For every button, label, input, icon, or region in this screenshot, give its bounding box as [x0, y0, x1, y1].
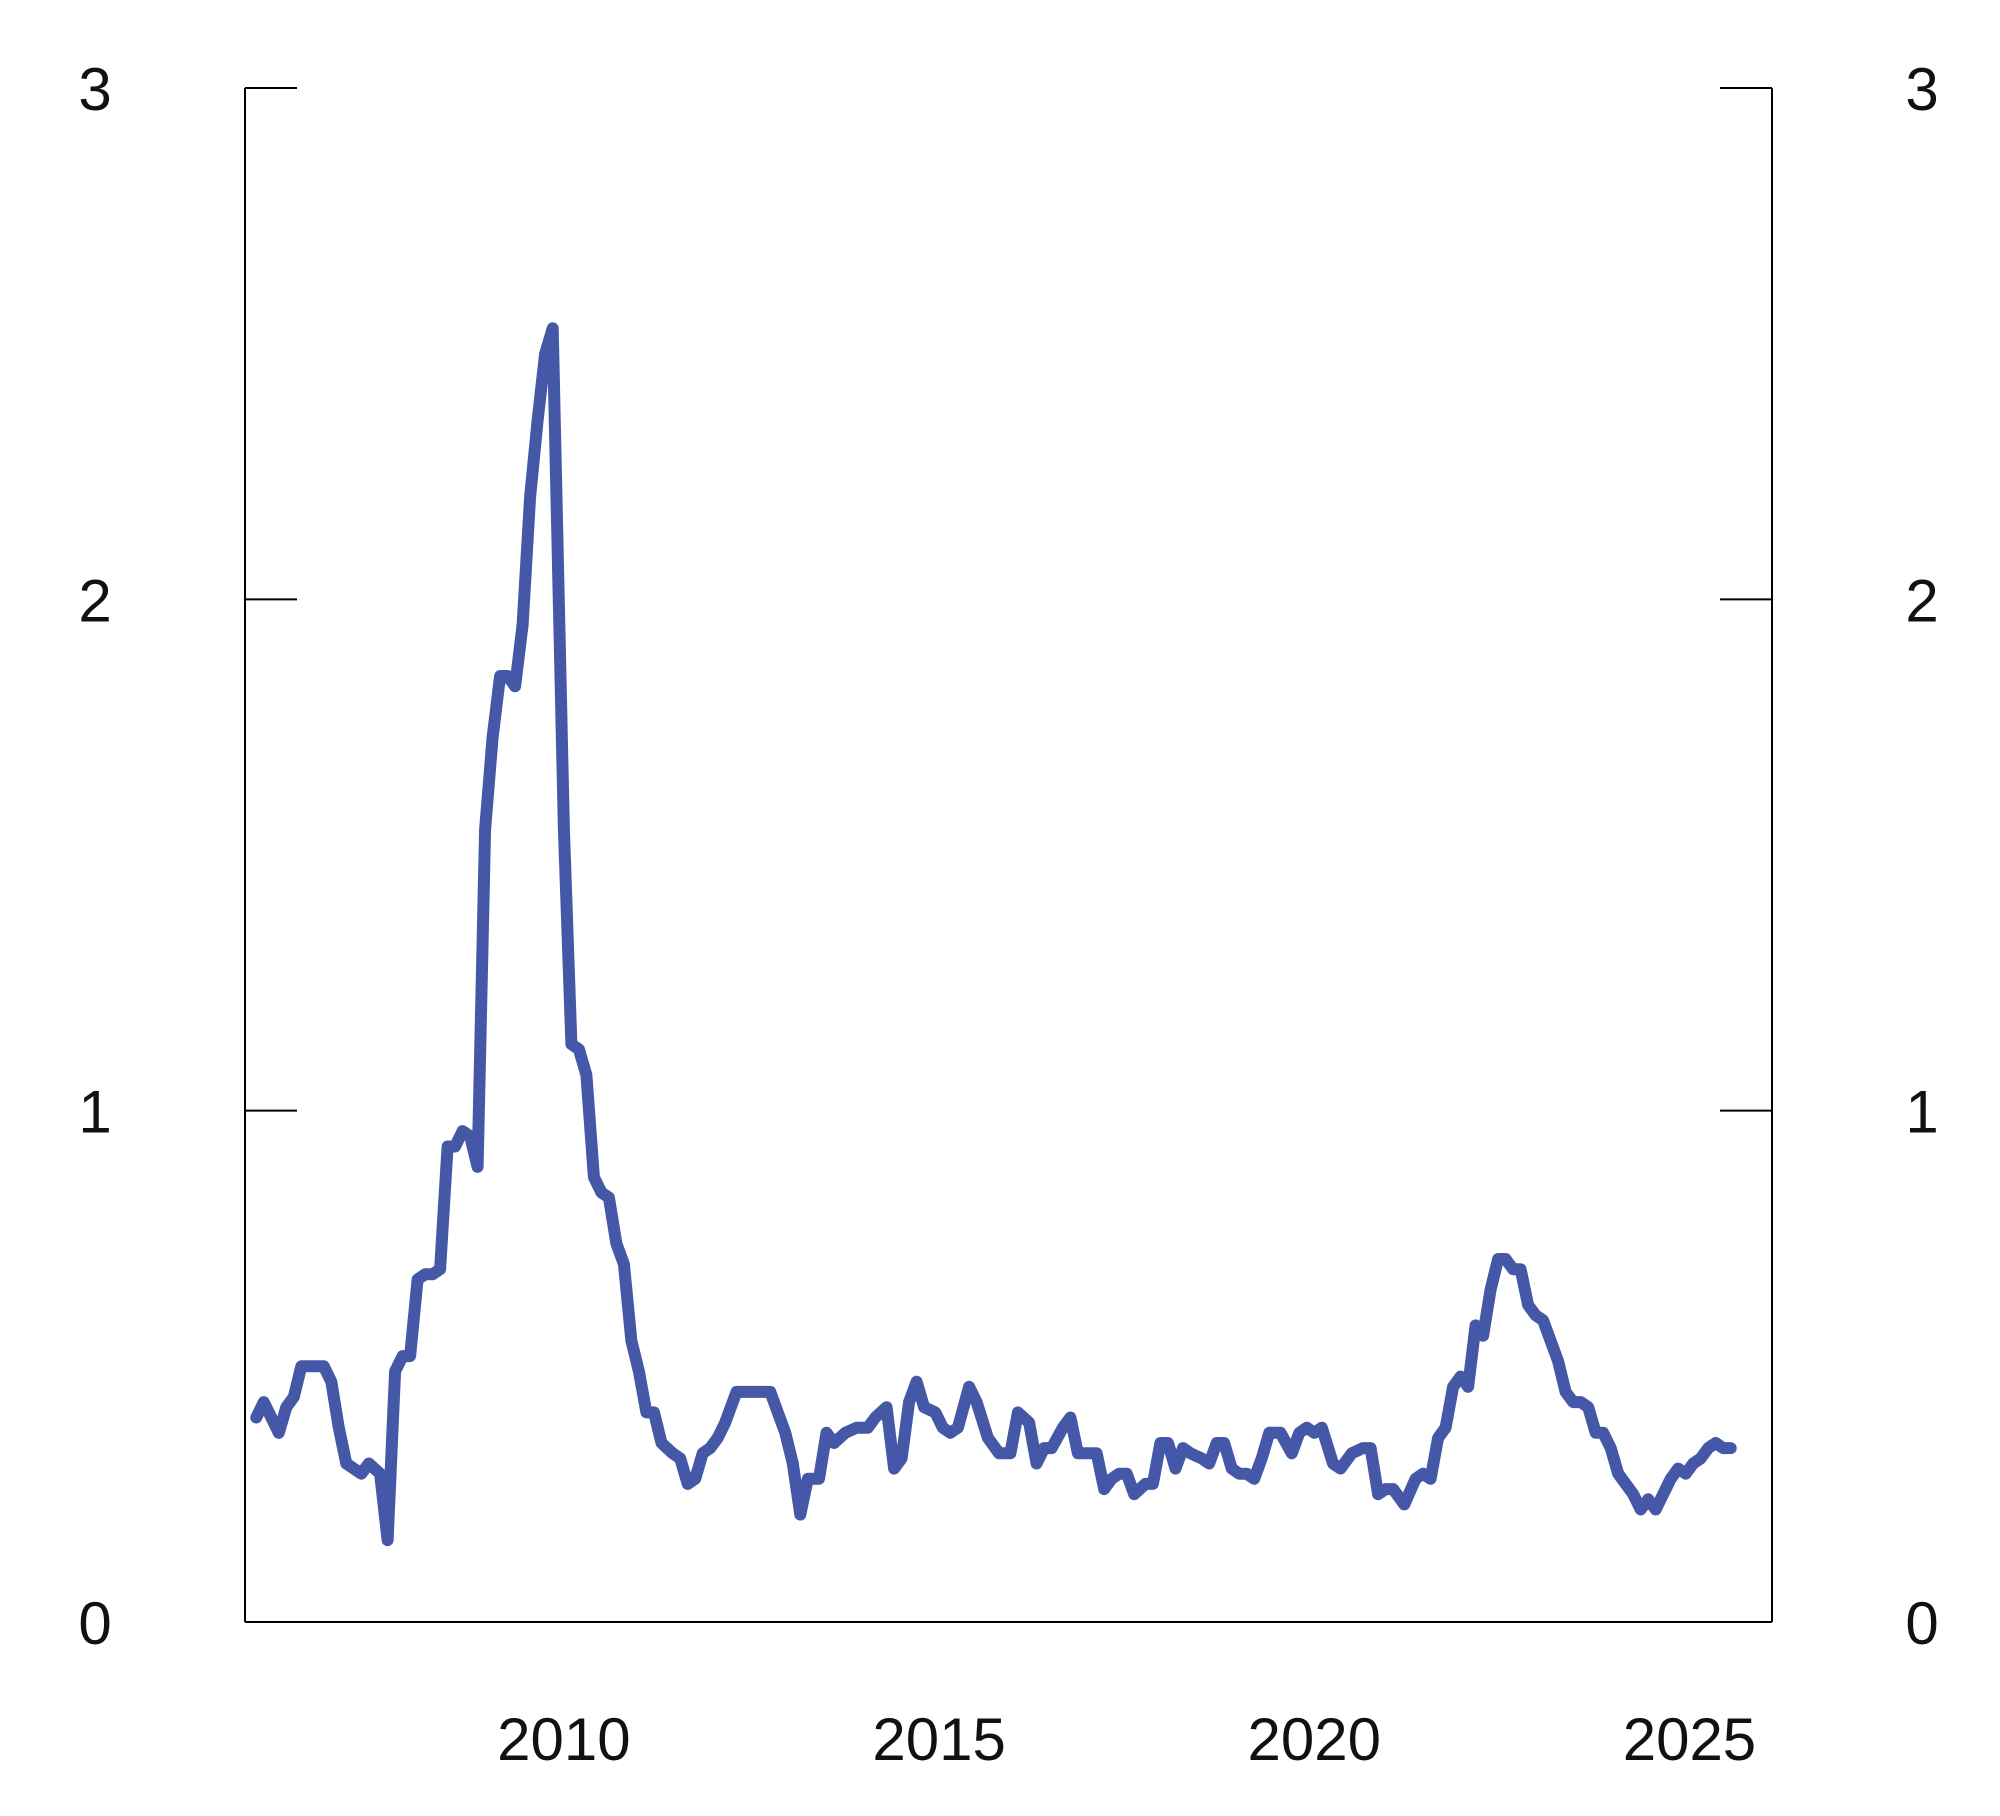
y-tick-label-left: 0: [78, 1590, 111, 1657]
x-tick-label: 2020: [1248, 1706, 1381, 1773]
y-tick-label-left: 2: [78, 567, 111, 634]
x-tick-label: 2015: [872, 1706, 1005, 1773]
y-tick-label-right: 1: [1905, 1079, 1938, 1146]
y-ticks: 0 0 1 1 2 2 3 3: [78, 56, 1938, 1657]
x-tick-label: 2025: [1623, 1706, 1756, 1773]
series-line: [250, 322, 1737, 1547]
plot-frame: [244, 88, 1773, 1623]
y-tick-label-right: 3: [1905, 56, 1938, 123]
y-tick-label-left: 1: [78, 1079, 111, 1146]
y-tick-label-left: 3: [78, 56, 111, 123]
x-ticks: 2010 2015 2020 2025: [497, 1706, 1756, 1773]
y-tick-label-right: 0: [1905, 1590, 1938, 1657]
y-tick-label-right: 2: [1905, 567, 1938, 634]
x-tick-label: 2010: [497, 1706, 630, 1773]
